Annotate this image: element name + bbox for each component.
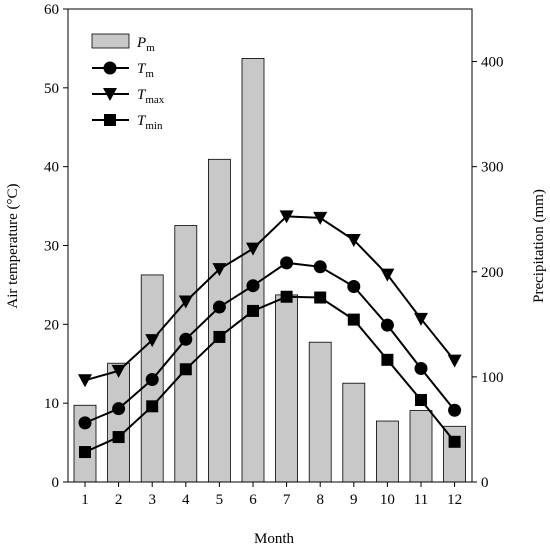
marker-tmax-4 <box>178 295 193 309</box>
right-axis: 0 100 200 300 400 <box>472 55 504 491</box>
marker-tmax-1 <box>78 374 92 388</box>
right-tick-label-0: 0 <box>481 475 489 491</box>
legend-label-pm: Pm <box>136 35 155 54</box>
right-tick-label-300: 300 <box>481 160 504 176</box>
precip-bar-11 <box>409 410 433 483</box>
marker-tm-11 <box>414 361 428 375</box>
marker-tm-3 <box>145 373 159 387</box>
marker-tmax-9 <box>346 233 361 247</box>
left-tick-label-30: 30 <box>44 239 59 255</box>
right-tick-label-400: 400 <box>481 55 504 71</box>
line-tmax <box>84 215 456 382</box>
right-tick-label-200: 200 <box>481 265 504 281</box>
legend-label-tmax: Tmax <box>137 87 165 106</box>
marker-tmax-6 <box>246 242 260 256</box>
marker-tm-2 <box>112 402 126 416</box>
marker-tmin-3 <box>146 400 159 413</box>
x-tick-label-7: 7 <box>283 492 291 508</box>
legend-marker-tm <box>103 61 117 75</box>
marker-tmax-7 <box>279 210 294 224</box>
marker-tm-4 <box>179 332 193 346</box>
marker-tm-8 <box>313 260 327 274</box>
left-tick-label-20: 20 <box>44 317 59 333</box>
marker-tmax-12 <box>447 354 462 368</box>
precip-bar-4 <box>174 225 198 483</box>
marker-tm-6 <box>246 279 260 293</box>
marker-tm-5 <box>212 300 226 314</box>
marker-tm-7 <box>280 256 294 270</box>
right-axis-title: Precipitation (mm) <box>531 189 547 303</box>
x-tick-label-11: 11 <box>414 492 428 508</box>
marker-tmax-3 <box>145 334 160 348</box>
legend-marker-tmax <box>103 88 117 101</box>
left-tick-label-40: 40 <box>44 160 59 176</box>
right-tick-label-100: 100 <box>481 370 504 386</box>
x-tick-label-8: 8 <box>316 492 324 508</box>
line-tm <box>84 261 456 424</box>
marker-tmin-12 <box>448 435 461 448</box>
marker-tmin-6 <box>247 304 259 317</box>
left-tick-label-60: 60 <box>44 2 59 18</box>
left-tick-label-0: 0 <box>52 475 60 491</box>
precip-bar-10 <box>375 420 399 483</box>
precip-bar-8 <box>308 341 332 483</box>
precip-bar-12 <box>443 425 467 483</box>
left-axis: 0 10 20 30 40 50 60 <box>44 2 68 491</box>
marker-tm-9 <box>347 279 361 293</box>
x-axis-title: Month <box>254 531 295 546</box>
marker-tmin-10 <box>381 353 394 366</box>
x-tick-label-2: 2 <box>115 492 123 508</box>
x-tick-label-1: 1 <box>81 492 89 508</box>
left-tick-label-50: 50 <box>44 81 59 97</box>
x-tick-label-6: 6 <box>249 492 257 508</box>
marker-tm-1 <box>78 416 92 430</box>
precipitation-bars <box>73 58 467 483</box>
x-tick-label-9: 9 <box>350 492 358 508</box>
temperature-lines <box>78 210 462 459</box>
line-tmin <box>84 295 456 453</box>
precip-bar-2 <box>107 362 130 483</box>
marker-tm-10 <box>380 318 394 332</box>
left-tick-label-10: 10 <box>44 396 59 412</box>
marker-tmin-2 <box>112 431 125 444</box>
legend-swatch-pm <box>91 33 130 49</box>
left-axis-title: Air temperature (°C) <box>5 183 21 308</box>
marker-tmin-11 <box>415 394 427 407</box>
x-tick-label-5: 5 <box>216 492 224 508</box>
marker-tmin-7 <box>280 290 293 303</box>
marker-tmax-11 <box>414 312 428 326</box>
x-tick-label-4: 4 <box>182 492 190 508</box>
legend-label-tmin: Tmin <box>137 113 163 132</box>
marker-tm-12 <box>448 403 462 417</box>
precip-bar-6 <box>241 58 265 483</box>
precip-bar-7 <box>275 294 299 483</box>
marker-tmax-2 <box>111 364 126 378</box>
x-tick-label-3: 3 <box>148 492 156 508</box>
marker-tmin-1 <box>79 446 91 459</box>
legend-marker-tmin <box>104 114 116 126</box>
marker-tmin-5 <box>213 330 226 343</box>
legend-label-tm: Tm <box>137 61 154 80</box>
precip-bar-5 <box>207 158 231 483</box>
precip-bar-9 <box>342 382 366 483</box>
x-axis: 1 2 3 4 5 6 7 8 9 10 11 12 <box>81 482 462 508</box>
x-tick-label-12: 12 <box>447 492 462 508</box>
legend: Pm Tm Tmax Tmin <box>91 33 165 132</box>
marker-tmax-8 <box>313 211 328 225</box>
marker-tmax-10 <box>380 268 395 282</box>
marker-tmax-5 <box>212 263 227 277</box>
marker-tmin-9 <box>347 313 360 326</box>
x-tick-label-10: 10 <box>380 492 395 508</box>
marker-tmin-4 <box>179 363 192 376</box>
marker-tmin-8 <box>314 291 327 304</box>
